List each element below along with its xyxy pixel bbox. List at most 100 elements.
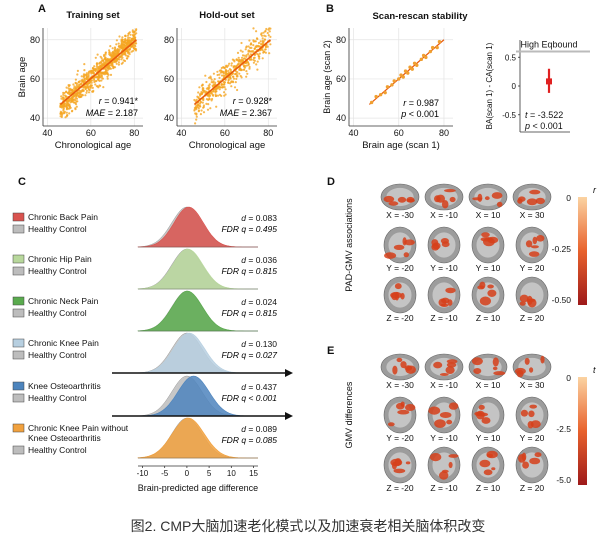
scatter-point — [85, 72, 88, 75]
colorbar-tick-label: -0.25 — [552, 244, 572, 254]
scatter-point — [215, 90, 218, 93]
scatter-point — [62, 108, 65, 111]
scatter-point — [221, 86, 224, 89]
scan-point — [383, 90, 387, 95]
scatter-point — [227, 79, 230, 82]
arrow-head — [285, 412, 293, 420]
scatter-point — [249, 46, 252, 50]
scatter-point — [118, 35, 121, 38]
scan-point — [385, 85, 390, 89]
scatter-point — [101, 77, 104, 80]
scatter-point — [216, 73, 219, 77]
scatter-point — [115, 39, 118, 42]
scatter-point — [245, 64, 248, 67]
effect-blob — [400, 401, 405, 407]
scatter-point — [65, 115, 68, 118]
scatter-point — [103, 71, 106, 74]
slice-label: Y = 10 — [476, 263, 501, 273]
scatter-point — [111, 54, 114, 58]
scatter-point — [262, 40, 265, 43]
scatter-point — [208, 83, 211, 86]
scatter-point — [202, 111, 206, 114]
effect-blob — [441, 241, 450, 248]
scatter-point — [232, 77, 236, 80]
panel-letter-c: C — [18, 176, 26, 188]
scatter-point — [109, 67, 112, 70]
scatter-point — [90, 70, 93, 73]
slice-label: X = -10 — [430, 380, 458, 390]
scatter-point — [106, 75, 109, 78]
scatter-point — [263, 34, 266, 37]
effect-blob — [477, 412, 489, 417]
scatter-point — [104, 67, 107, 70]
legend-control-label: Healthy Control — [28, 308, 87, 318]
scatter-point — [202, 89, 206, 92]
effect-blob — [405, 461, 411, 465]
panel-y-label: GMV differences — [344, 381, 354, 448]
scatter-point — [87, 86, 90, 89]
scatter-point — [111, 50, 115, 53]
scatter-point — [67, 85, 71, 88]
high-eqbound-label: High Eqbound — [520, 40, 577, 50]
scatter-point — [209, 107, 212, 110]
scan-point — [428, 49, 433, 54]
scatter-point — [238, 67, 241, 70]
scatter-point — [102, 86, 105, 89]
effect-blob — [519, 294, 529, 303]
effect-blob — [448, 402, 459, 410]
scatter-point — [60, 97, 63, 100]
scatter-point — [232, 65, 235, 68]
scatter-point — [252, 56, 255, 60]
scatter-point — [197, 110, 200, 113]
panel-letter-b: B — [326, 3, 334, 15]
scatter-point — [259, 40, 262, 43]
scatter-point — [237, 56, 240, 59]
scatter-point — [124, 41, 127, 44]
scatter-point — [212, 94, 215, 97]
scatter-point — [130, 39, 133, 42]
scatter-point — [118, 55, 121, 58]
scatter-point — [266, 31, 269, 35]
effect-blob — [522, 461, 529, 469]
legend-swatch-control — [12, 350, 25, 360]
effect-blob — [473, 368, 482, 374]
effect-blob — [445, 287, 456, 294]
scatter-point — [93, 65, 96, 68]
legend-swatch-control — [12, 445, 25, 455]
scatter-point — [129, 47, 132, 50]
scatter-point — [121, 36, 124, 39]
scatter-point — [134, 29, 138, 32]
scatter-plot-2: 40 60 80 40 60 80 Hold-out set Chronological ag… — [164, 10, 277, 151]
scatter-point — [120, 47, 123, 50]
scatter-point — [218, 76, 221, 79]
scatter-point — [92, 69, 95, 72]
effect-blob — [529, 457, 541, 465]
slice-label: Y = -20 — [386, 263, 414, 273]
effect-blob — [403, 252, 409, 258]
effect-blob — [487, 284, 494, 289]
scatter-point — [87, 82, 90, 85]
scatter-point — [64, 94, 67, 97]
scan-point — [421, 53, 426, 58]
scatter-point — [269, 27, 272, 30]
scatter-point — [226, 72, 229, 75]
scan-point — [408, 65, 412, 69]
scatter-point — [252, 50, 255, 53]
scatter-point — [238, 72, 241, 75]
scatter-point — [261, 57, 264, 60]
slice-label: Z = 10 — [476, 313, 501, 323]
scatter-point — [237, 59, 241, 62]
slice-label: Y = -20 — [386, 433, 414, 443]
scatter-point — [202, 105, 205, 109]
arrow-head — [285, 369, 293, 377]
scatter-point — [268, 52, 271, 55]
legend-label-2: Knee Osteoarthritis — [28, 433, 101, 443]
effect-blob — [532, 236, 538, 245]
scatter-point — [96, 68, 100, 71]
scatter-point — [85, 76, 88, 79]
scatter-point — [100, 62, 103, 65]
scatter-point — [252, 27, 255, 30]
stat-fdr-q: FDR q = 0.027 — [221, 350, 277, 360]
scatter-point — [68, 112, 71, 115]
legend-label: Chronic Back Pain — [28, 212, 98, 222]
